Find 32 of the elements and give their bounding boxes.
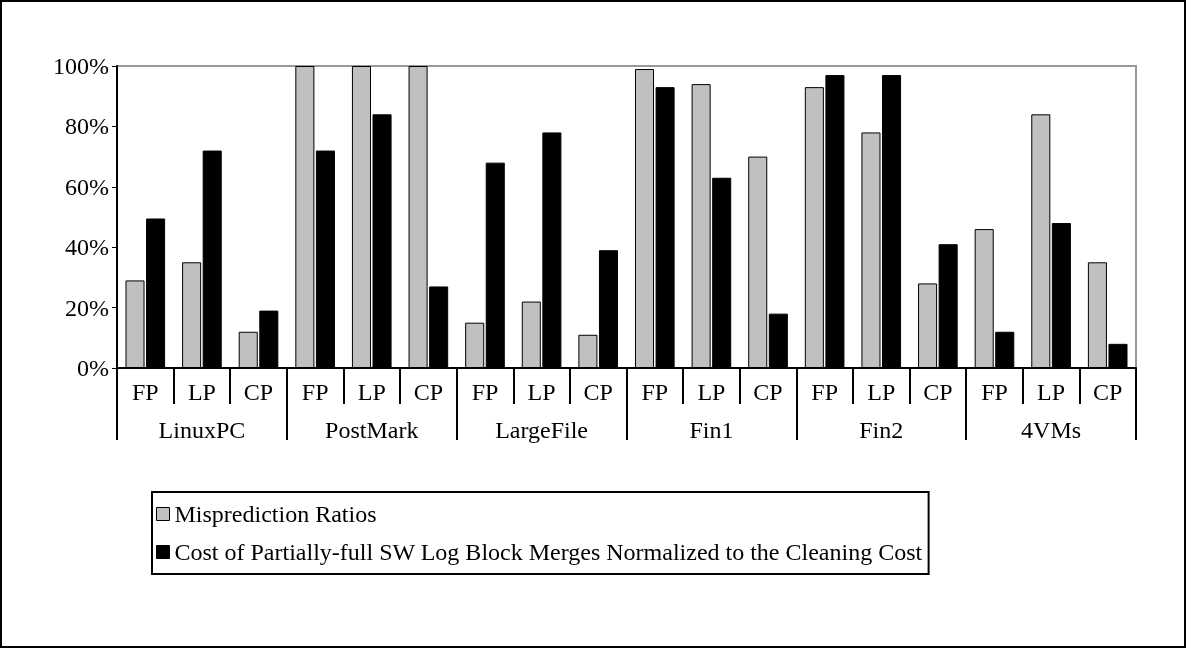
x-tick-label: FP — [811, 379, 838, 405]
text: Fin1 — [689, 417, 734, 443]
x-tick-label: CP — [413, 379, 444, 405]
y-tick-label: 40% — [65, 234, 109, 261]
x-tick-label: LP — [187, 379, 216, 405]
x-tick-label: FP — [471, 379, 499, 405]
x-tick-label: CP — [243, 379, 274, 405]
x-tick-label: LP — [697, 379, 726, 405]
y-tick-label: 60% — [65, 173, 109, 200]
legend-label: Misprediction Ratios — [174, 501, 377, 527]
x-tick-label: FP — [981, 379, 1008, 405]
text: 4VMs — [1021, 417, 1082, 443]
x-tick-label: LP — [1037, 379, 1066, 405]
x-tick-label: LP — [357, 379, 386, 405]
text: Fin2 — [859, 417, 904, 443]
x-tick-label: FP — [131, 379, 159, 405]
text: LargeFile — [495, 417, 589, 443]
legend-label: Cost of Partially-full SW Log Block Merges Normalized to the Cleaning Cost — [174, 539, 923, 565]
x-tick-label: FP — [301, 379, 329, 405]
text: PostMark — [325, 417, 419, 443]
x-tick-label: CP — [1093, 379, 1123, 405]
text: LinuxPC — [158, 417, 246, 443]
x-tick-label: CP — [753, 379, 783, 405]
x-tick-label: CP — [923, 379, 953, 405]
x-tick-label: LP — [867, 379, 896, 405]
x-tick-label: CP — [583, 379, 613, 405]
y-tick-label: 80% — [65, 113, 109, 140]
y-tick-label: 20% — [65, 294, 109, 321]
x-tick-label: FP — [641, 379, 669, 405]
y-tick-label: 100% — [53, 53, 109, 79]
y-tick-label: 0% — [77, 355, 109, 381]
x-tick-label: LP — [527, 379, 556, 405]
